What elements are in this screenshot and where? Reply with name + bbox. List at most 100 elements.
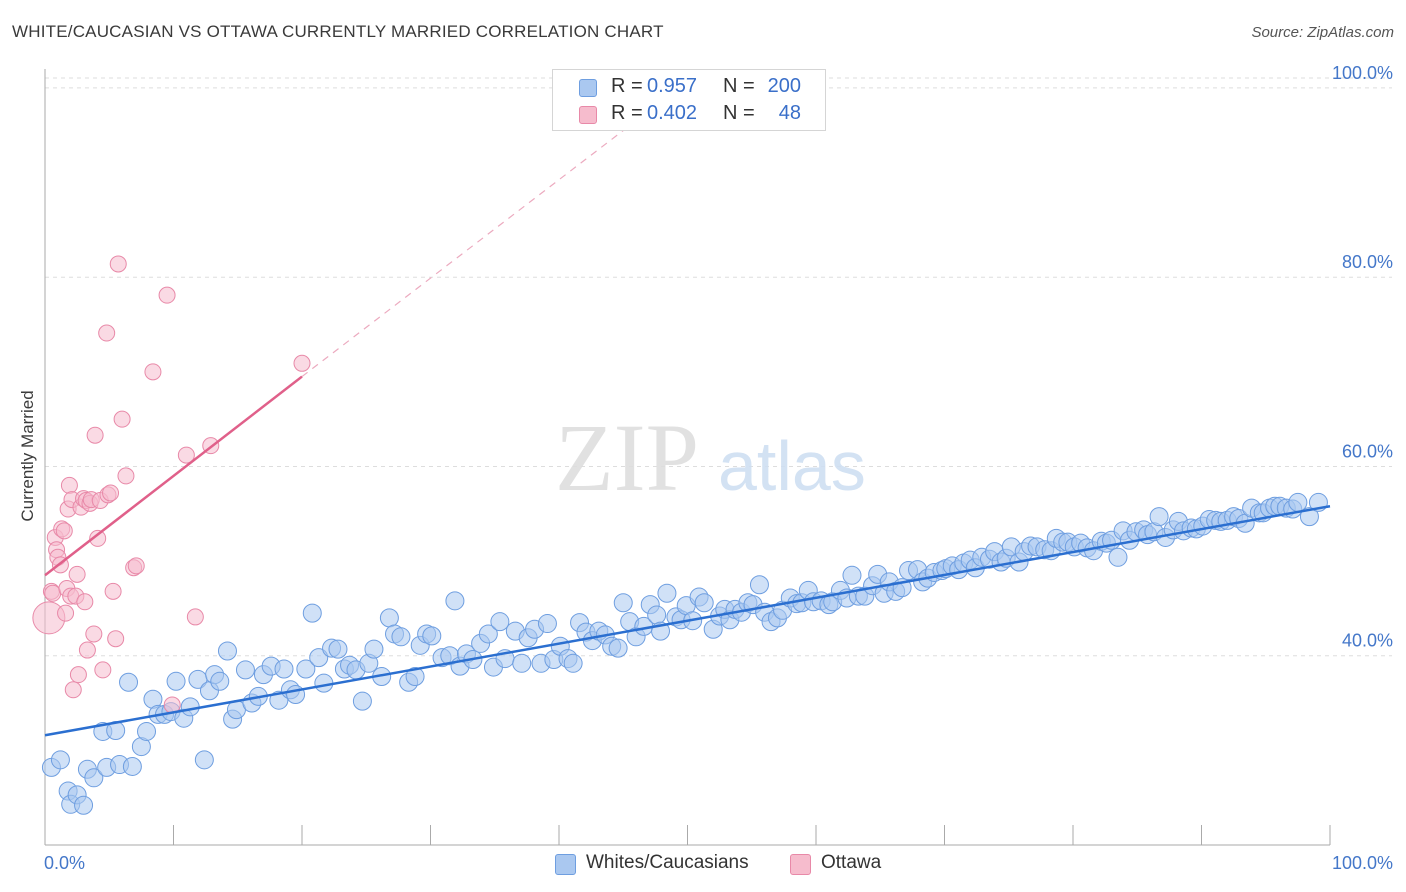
ottawa-points (32, 255, 311, 714)
y-tick-label: 100.0% (1332, 63, 1393, 83)
legend-label-whites: Whites/Caucasians (586, 852, 749, 873)
stats-legend: R = 0.957 N = 200 R = 0.402 N = 48 (552, 69, 826, 131)
trend-extension-ottawa (301, 130, 624, 378)
legend-n-value: 48 (778, 102, 801, 124)
data-point-whites (422, 626, 442, 646)
data-point-whites (512, 653, 532, 673)
x-tick-label: 0.0% (44, 853, 85, 873)
data-point-ottawa (158, 286, 176, 304)
data-point-ottawa (293, 354, 311, 372)
data-point-whites (309, 648, 329, 668)
watermark-atlas: atlas (718, 427, 866, 505)
data-point-whites (405, 667, 425, 687)
ottawa-trend-extension (301, 130, 624, 378)
legend-n-value: 200 (767, 75, 801, 97)
data-point-whites (194, 750, 214, 770)
watermark-zip: ZIP (555, 404, 699, 511)
data-point-ottawa (144, 363, 162, 381)
y-tick-label: 60.0% (1342, 441, 1393, 461)
data-point-whites (842, 565, 862, 585)
data-point-whites (210, 671, 230, 691)
data-point-whites (217, 641, 237, 661)
y-axis-label: Currently Married (18, 390, 37, 521)
data-point-whites (137, 721, 157, 741)
legend-row-whites: R = 0.957 N = 200 (553, 74, 825, 100)
trend-line-whites (44, 504, 1331, 737)
data-point-ottawa (69, 666, 87, 684)
data-point-ottawa (98, 324, 116, 342)
data-point-ottawa (55, 522, 73, 540)
data-point-ottawa (68, 565, 86, 583)
data-point-ottawa (94, 661, 112, 679)
data-point-ottawa (78, 641, 96, 659)
data-point-whites (1149, 507, 1169, 527)
data-point-ottawa (44, 584, 62, 602)
data-point-whites (657, 583, 677, 603)
legend-swatch-pink (579, 106, 597, 124)
data-point-ottawa (107, 630, 125, 648)
data-point-whites (352, 691, 372, 711)
y-tick-label: 80.0% (1342, 252, 1393, 272)
data-point-whites (490, 612, 510, 632)
legend-swatch-pink (790, 854, 811, 875)
trend-line-ottawa (44, 375, 303, 577)
data-point-whites (537, 614, 557, 634)
x-tick-label: 100.0% (1332, 853, 1393, 873)
data-point-ottawa (186, 608, 204, 626)
data-point-whites (749, 575, 769, 595)
data-point-whites (180, 697, 200, 717)
data-point-whites (328, 639, 348, 659)
data-point-whites (613, 593, 633, 613)
legend-r-label: R = (611, 102, 643, 124)
data-point-whites (608, 638, 628, 658)
trend-lines (44, 375, 1331, 737)
data-point-whites (647, 605, 667, 625)
data-point-whites (563, 653, 583, 673)
data-point-ottawa (104, 582, 122, 600)
watermark: ZIP atlas (555, 404, 866, 511)
legend-swatch-blue (555, 854, 576, 875)
data-point-whites (1108, 547, 1128, 567)
data-point-ottawa (76, 593, 94, 611)
data-point-ottawa (127, 557, 145, 575)
data-point-ottawa (64, 681, 82, 699)
data-point-ottawa (57, 604, 75, 622)
legend-r-value: 0.402 (647, 102, 698, 124)
data-point-ottawa (60, 476, 78, 494)
data-point-ottawa (113, 410, 131, 428)
data-point-whites (166, 671, 186, 691)
data-point-whites (364, 639, 384, 659)
chart-title: WHITE/CAUCASIAN VS OTTAWA CURRENTLY MARR… (12, 22, 664, 41)
data-point-whites (478, 624, 498, 644)
gridlines (45, 77, 1392, 657)
legend-swatch-blue (579, 79, 597, 97)
data-point-ottawa (86, 426, 104, 444)
y-tick-label: 40.0% (1342, 631, 1393, 651)
data-point-whites (379, 608, 399, 628)
data-point-ottawa (102, 484, 120, 502)
legend-label-ottawa: Ottawa (821, 852, 882, 873)
data-point-ottawa (85, 625, 103, 643)
data-point-ottawa (109, 255, 127, 273)
legend-n-label: N = (723, 75, 755, 97)
data-point-whites (391, 627, 411, 647)
data-point-ottawa (177, 446, 195, 464)
axes (44, 69, 1331, 846)
data-point-whites (122, 756, 142, 776)
data-point-whites (50, 750, 70, 770)
data-point-whites (694, 593, 714, 613)
data-point-whites (74, 795, 94, 815)
data-point-whites (119, 672, 139, 692)
data-point-whites (445, 591, 465, 611)
data-point-ottawa (89, 529, 107, 547)
whites-points (41, 492, 1328, 815)
data-point-whites (1299, 507, 1319, 527)
series-legend: Whites/Caucasians Ottawa (0, 852, 1406, 878)
source-label: Source: ZipAtlas.com (1251, 24, 1394, 41)
data-point-whites (296, 659, 316, 679)
legend-n-label: N = (723, 102, 755, 124)
data-point-whites (274, 659, 294, 679)
data-point-ottawa (117, 467, 135, 485)
legend-row-ottawa: R = 0.402 N = 48 (553, 101, 825, 127)
